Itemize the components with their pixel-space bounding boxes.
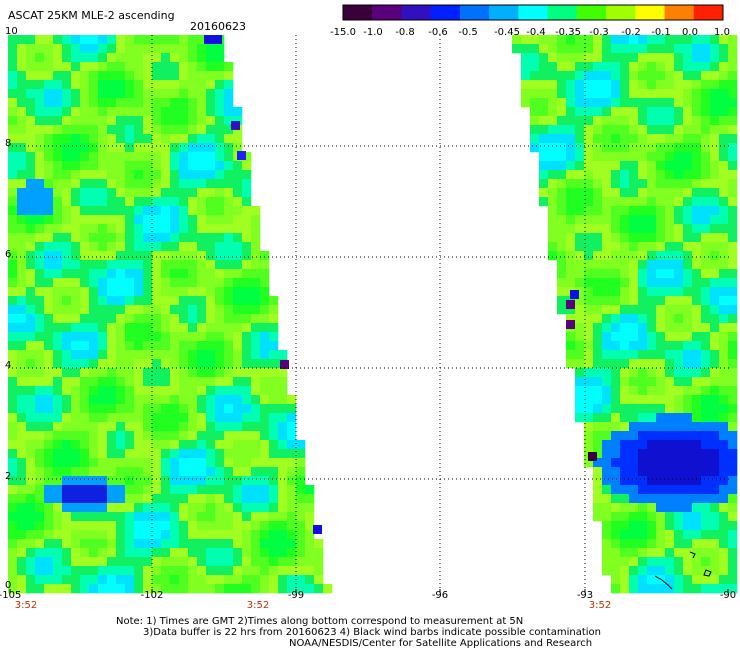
colorbar-swatch xyxy=(635,5,666,20)
pass-time-label: 3:52 xyxy=(588,600,612,611)
colorbar-swatch xyxy=(459,5,490,20)
lat-label: 0 xyxy=(5,580,12,591)
lon-label: -90 xyxy=(719,590,737,601)
lat-label: 4 xyxy=(5,360,12,371)
coastline xyxy=(703,569,712,577)
lat-label: 10 xyxy=(5,26,18,37)
swath-pixels xyxy=(8,35,738,594)
lon-label: -105 xyxy=(0,590,22,601)
colorbar-swatch xyxy=(401,5,432,20)
pass-time-label: 3:52 xyxy=(14,600,38,611)
colorbar-label: 0.0 xyxy=(682,27,698,38)
map-date: 20160623 xyxy=(190,20,246,33)
note-line-1: Note: 1) Times are GMT 2)Times along bot… xyxy=(116,616,524,627)
colorbar-label: -0.1 xyxy=(651,27,671,38)
lat-label: 8 xyxy=(5,138,12,149)
colorbar-label: -15.0 xyxy=(330,27,356,38)
colorbar-swatch xyxy=(489,5,519,20)
colorbar-label: -0.4 xyxy=(526,27,546,38)
note-line-3: NOAA/NESDIS/Center for Satellite Applica… xyxy=(289,638,593,649)
colorbar-swatch xyxy=(693,5,724,20)
colorbar-swatch xyxy=(547,5,578,20)
colorbar-label: -0.35 xyxy=(555,27,581,38)
coastline xyxy=(654,575,673,590)
lon-label: -102 xyxy=(140,590,164,601)
colorbar-label: -0.45 xyxy=(494,27,520,38)
lon-label: -93 xyxy=(576,590,594,601)
colorbar-swatch xyxy=(606,5,636,20)
colorbar-label: -1.0 xyxy=(363,27,383,38)
lon-label: -96 xyxy=(431,590,449,601)
coastline xyxy=(689,551,696,559)
colorbar-label: -0.3 xyxy=(589,27,609,38)
lon-label: -99 xyxy=(287,590,305,601)
colorbar-label: -0.2 xyxy=(621,27,641,38)
colorbar-label: -0.5 xyxy=(458,27,478,38)
colorbar-frame xyxy=(342,4,724,21)
map-title: ASCAT 25KM MLE-2 ascending xyxy=(8,9,175,22)
colorbar-label: -0.8 xyxy=(395,27,415,38)
colorbar-swatch xyxy=(518,5,549,20)
colorbar-swatch xyxy=(343,5,373,20)
colorbar-swatch xyxy=(664,5,695,20)
note-line-2: 3)Data buffer is 22 hrs from 20160623 4)… xyxy=(143,627,601,638)
colorbar-swatch xyxy=(430,5,461,20)
colorbar-label: 1.0 xyxy=(714,27,730,38)
lat-label: 6 xyxy=(5,249,12,260)
lat-label: 2 xyxy=(5,471,12,482)
colorbar-swatch xyxy=(576,5,607,20)
colorbar-swatch xyxy=(372,5,402,20)
pass-time-label: 3:52 xyxy=(246,600,270,611)
colorbar-label: -0.6 xyxy=(428,27,448,38)
